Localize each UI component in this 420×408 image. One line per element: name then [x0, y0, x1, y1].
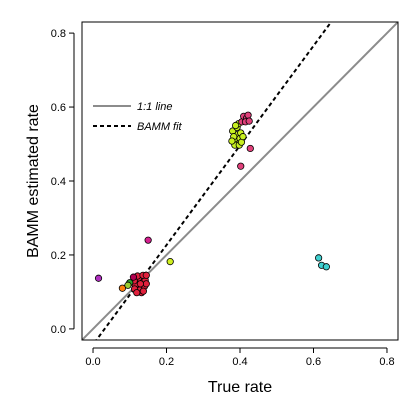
data-point	[245, 117, 253, 125]
y-tick-label: 0.2	[51, 250, 66, 262]
y-axis: 0.0 0.2 0.4 0.6 0.8	[51, 28, 75, 336]
fit-lines	[82, 22, 398, 340]
plot-frame	[81, 21, 399, 341]
x-tick-label: 0.6	[306, 356, 321, 368]
x-tick-label: 0.0	[85, 356, 100, 368]
data-point	[246, 144, 254, 153]
y-tick-label: 0.0	[51, 324, 66, 336]
y-tick-label: 0.8	[51, 28, 66, 40]
legend-label: 1:1 line	[137, 101, 172, 113]
data-points	[94, 111, 330, 297]
data-point	[231, 121, 240, 130]
data-point	[94, 274, 103, 282]
x-tick-label: 0.2	[159, 356, 174, 368]
one-to-one-line	[82, 22, 398, 340]
data-point	[239, 133, 247, 141]
x-tick-label: 0.4	[232, 356, 247, 368]
data-point	[139, 287, 147, 295]
data-point	[166, 258, 174, 266]
data-point	[133, 289, 141, 297]
data-point	[118, 284, 127, 292]
data-point	[129, 273, 138, 281]
data-point	[144, 236, 152, 244]
legend-label: BAMM fit	[137, 121, 183, 133]
data-point	[124, 281, 132, 289]
data-point	[322, 263, 330, 271]
y-tick-label: 0.4	[51, 176, 66, 188]
data-point	[315, 254, 323, 262]
data-point	[228, 137, 236, 145]
data-point	[244, 111, 252, 119]
legend: 1:1 line BAMM fit	[93, 101, 183, 133]
data-point	[136, 280, 145, 288]
x-axis-label: True rate	[208, 379, 272, 396]
y-tick-label: 0.6	[51, 102, 66, 114]
data-point	[142, 271, 150, 279]
x-tick-label: 0.8	[379, 356, 394, 368]
data-point	[237, 162, 245, 170]
x-axis: 0.0 0.2 0.4 0.6 0.8	[85, 347, 395, 368]
y-axis-label: BAMM estimated rate	[25, 104, 42, 258]
data-point	[142, 280, 150, 288]
